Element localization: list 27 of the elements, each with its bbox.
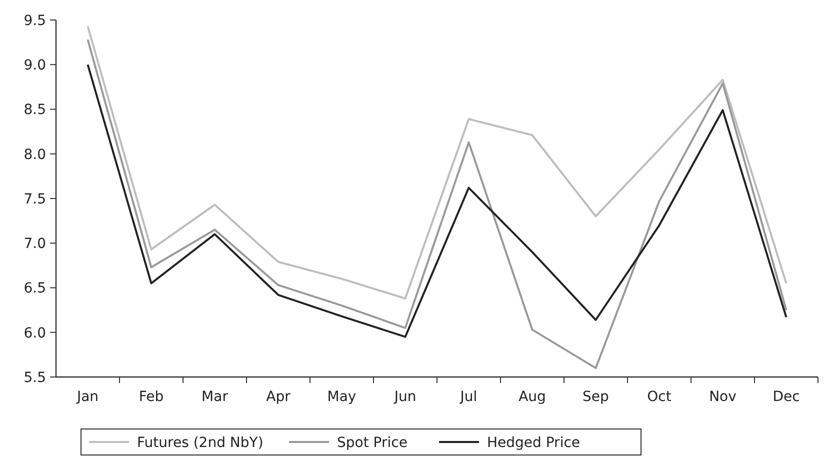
- y-tick-label: 8.5: [24, 102, 46, 118]
- x-tick-label: Aug: [518, 389, 546, 405]
- y-tick-label: 9.0: [24, 58, 46, 74]
- x-tick-label: Jul: [459, 389, 478, 405]
- x-tick-label: May: [327, 389, 356, 405]
- legend-label: Hedged Price: [487, 434, 580, 451]
- line-series: [86, 38, 788, 370]
- x-tick-label: Dec: [772, 389, 800, 405]
- y-tick-label: 9.5: [24, 12, 46, 29]
- line-series: [86, 25, 788, 300]
- y-tick-label: 8.0: [24, 146, 46, 163]
- x-tick-label: Jan: [76, 389, 99, 405]
- x-tick-label: Feb: [138, 389, 164, 405]
- x-tick-label: Apr: [266, 389, 291, 405]
- x-tick-label: Oct: [647, 389, 672, 405]
- line-series: [86, 64, 788, 338]
- y-tick-label: 7.5: [24, 191, 46, 208]
- x-tick-label: Sep: [582, 389, 610, 405]
- legend-label: Futures (2nd NbY): [137, 434, 264, 451]
- x-tick-label: Jun: [393, 389, 416, 405]
- y-tick-label: 5.5: [24, 370, 46, 386]
- y-tick-label: 6.0: [24, 325, 46, 342]
- y-tick-label: 7.0: [24, 236, 46, 252]
- legend-label: Spot Price: [337, 434, 408, 451]
- x-tick-label: Nov: [709, 389, 736, 405]
- y-tick-label: 6.5: [24, 280, 46, 297]
- x-tick-label: Mar: [202, 389, 228, 405]
